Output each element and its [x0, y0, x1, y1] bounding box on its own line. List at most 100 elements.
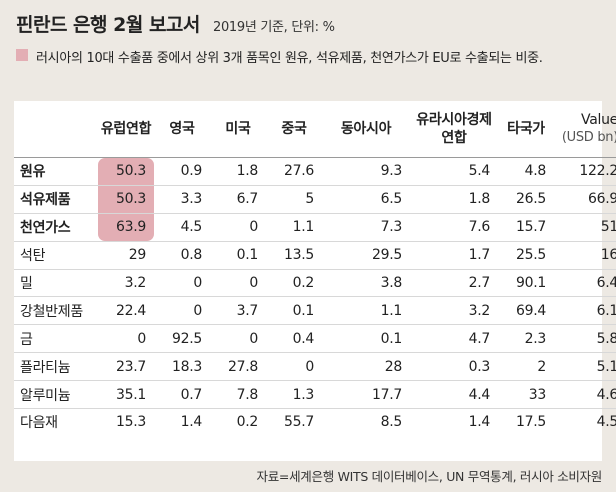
column-header-value: Value (USD bn): [554, 101, 616, 158]
table-cell: 1.8: [410, 185, 498, 214]
column-header: 동아시아: [322, 101, 410, 158]
table-header-row: 유럽연합 영국 미국 중국 동아시아 유라시아경제연합 타국가 Value (USD bn): [14, 101, 616, 158]
table-cell: 5: [266, 185, 322, 214]
table-row: 금 0 92.5 0 0.4 0.1 4.7 2.3 5.8: [14, 324, 616, 354]
legend-text: 러시아의 10대 수출품 중에서 상위 3개 품목인 원유, 석유제품, 천연가…: [36, 51, 543, 66]
row-label: 플라티늄: [14, 352, 98, 382]
table-cell: 29.5: [322, 241, 410, 270]
table-cell: 2.3: [498, 324, 554, 354]
value-cell: 6.1: [554, 296, 616, 326]
table-row: 천연가스 63.9 4.5 0 1.1 7.3 7.6 15.7 51: [14, 213, 616, 242]
table-cell: 23.7: [98, 352, 154, 382]
table-cell: 0.1: [322, 324, 410, 354]
table-cell: 29: [98, 241, 154, 270]
table-cell: 1.3: [266, 380, 322, 410]
table-cell: 0: [266, 352, 322, 382]
table-row: 석유제품 50.3 3.3 6.7 5 6.5 1.8 26.5 66.9: [14, 185, 616, 214]
table-cell: 7.3: [322, 213, 410, 242]
table-cell: 0.7: [154, 380, 210, 410]
table-row: 플라티늄 23.7 18.3 27.8 0 28 0.3 2 5.1: [14, 352, 616, 382]
highlighted-cell: 50.3: [98, 157, 154, 186]
value-cell: 5.1: [554, 352, 616, 382]
table-cell: 13.5: [266, 241, 322, 270]
value-cell: 5.8: [554, 324, 616, 354]
table-body: 원유 50.3 0.9 1.8 27.6 9.3 5.4 4.8 122.2 석유제품 50.3 3.…: [14, 157, 616, 436]
column-header: 유라시아경제연합: [410, 101, 498, 158]
column-header: 유럽연합: [98, 101, 154, 158]
table-cell: 5.4: [410, 157, 498, 186]
table-cell: 0.2: [266, 269, 322, 298]
title-row: 핀란드 은행 2월 보고서 2019년 기준, 단위: %: [16, 10, 335, 37]
table-cell: 2: [498, 352, 554, 382]
legend-swatch: [16, 49, 28, 61]
table-cell: 55.7: [284, 414, 314, 431]
table-cell: 6.5: [322, 185, 410, 214]
table-cell: 0.9: [154, 157, 210, 186]
table-cell: 3.7: [210, 296, 266, 326]
table-cell: 0: [210, 324, 266, 354]
page-title: 핀란드 은행 2월 보고서: [16, 14, 200, 36]
column-header: 중국: [266, 101, 322, 158]
value-column-label: Value: [581, 112, 616, 128]
table-cell: 1.4: [468, 414, 491, 431]
row-label: 다음재: [20, 415, 58, 432]
row-label: 알루미늄: [14, 380, 98, 410]
value-cell: 6.4: [554, 269, 616, 298]
table-cell: 4.5: [154, 213, 210, 242]
source-note: 자료=세계은행 WITS 데이터베이스, UN 무역통계, 러시아 소비자원: [256, 469, 603, 484]
table-cell: 0.4: [266, 324, 322, 354]
value-cell: 122.2: [554, 157, 616, 186]
table-cell: 6.7: [210, 185, 266, 214]
row-label: 원유: [14, 157, 98, 186]
table-cell: 3.3: [154, 185, 210, 214]
legend: 러시아의 10대 수출품 중에서 상위 3개 품목인 원유, 석유제품, 천연가…: [16, 46, 606, 71]
table-cell: 4.8: [498, 157, 554, 186]
table-cell: 0.1: [266, 296, 322, 326]
table-cell: 3.2: [98, 269, 154, 298]
table-cell: 1.7: [410, 241, 498, 270]
table-cell: 17.5: [516, 414, 546, 431]
value-cell: 4.5: [596, 414, 616, 431]
table-row: 석탄 29 0.8 0.1 13.5 29.5 1.7 25.5 16: [14, 241, 616, 270]
table-cell: 33: [498, 380, 554, 410]
value-cell: 66.9: [554, 185, 616, 214]
value-column-unit: (USD bn): [561, 130, 616, 145]
table-row: 밀 3.2 0 0 0.2 3.8 2.7 90.1 6.4: [14, 269, 616, 298]
row-label: 석유제품: [14, 185, 98, 214]
value-cell: 4.6: [554, 380, 616, 410]
table-cell: 0: [210, 213, 266, 242]
table-cell: 35.1: [98, 380, 154, 410]
row-label: 금: [14, 324, 98, 354]
table-cell: 27.8: [210, 352, 266, 382]
header-cell-blank: [14, 101, 98, 158]
table-cell: 2.7: [410, 269, 498, 298]
table-cell: 22.4: [98, 296, 154, 326]
page-subtitle: 2019년 기준, 단위: %: [212, 20, 335, 35]
table-row: 원유 50.3 0.9 1.8 27.6 9.3 5.4 4.8 122.2: [14, 157, 616, 186]
table-cell: 3.8: [322, 269, 410, 298]
table-cell: 0: [98, 324, 154, 354]
table-row: 알루미늄 35.1 0.7 7.8 1.3 17.7 4.4 33 4.6: [14, 380, 616, 410]
column-header: 미국: [210, 101, 266, 158]
table-row: 다음재 15.3 1.4 0.2 55.7 8.5 1.4 17.5 4.5: [14, 409, 616, 436]
table-cell: 0: [210, 269, 266, 298]
highlighted-cell: 50.3: [98, 185, 154, 214]
column-header: 영국: [154, 101, 210, 158]
highlighted-cell: 63.9: [98, 213, 154, 242]
table-cell: 27.6: [266, 157, 322, 186]
row-label: 석탄: [14, 241, 98, 270]
table-cell: 8.5: [380, 414, 403, 431]
table-cell: 4.4: [410, 380, 498, 410]
table-cell: 9.3: [322, 157, 410, 186]
table-cell: 7.6: [410, 213, 498, 242]
table-cell: 69.4: [498, 296, 554, 326]
table-cell: 0.1: [210, 241, 266, 270]
table-cell: 15.7: [498, 213, 554, 242]
table-cell: 3.2: [410, 296, 498, 326]
table-cell: 17.7: [322, 380, 410, 410]
row-label: 강철반제품: [14, 296, 98, 326]
table-cell: 1.4: [180, 414, 203, 431]
table-cell: 1.1: [322, 296, 410, 326]
value-cell: 51: [554, 213, 616, 242]
data-table: 유럽연합 영국 미국 중국 동아시아 유라시아경제연합 타국가 Value (USD bn) 원…: [14, 101, 616, 436]
